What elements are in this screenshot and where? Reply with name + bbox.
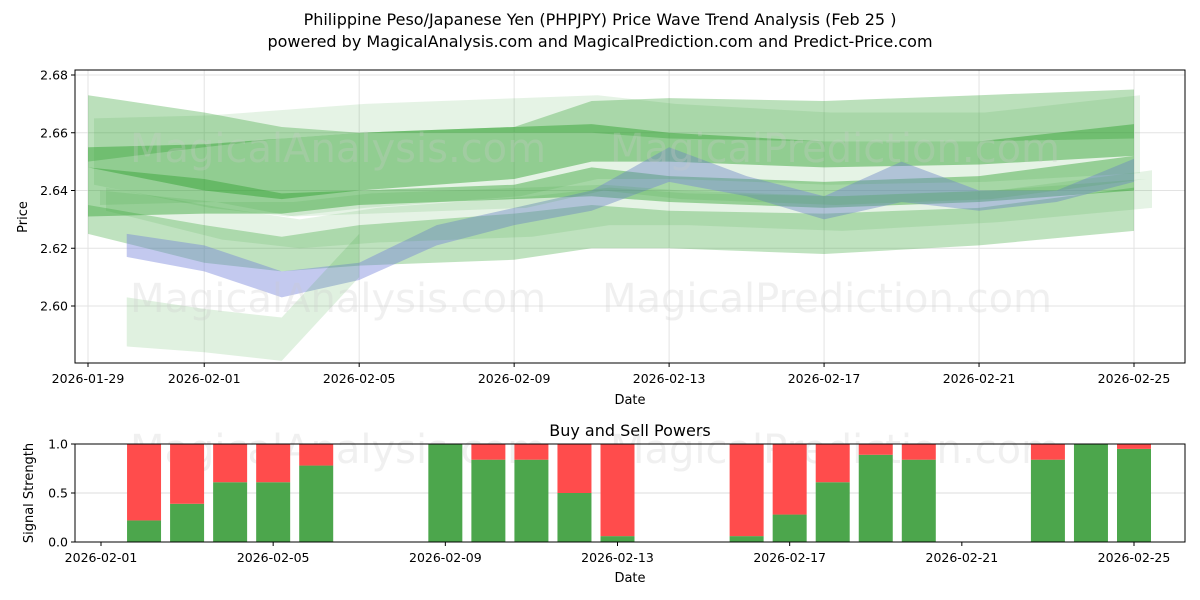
x-tick-label: 2026-02-25 <box>1098 550 1171 565</box>
y-tick-label: 0.0 <box>48 535 68 550</box>
signal-x-axis-label: Date <box>614 571 645 586</box>
wave-band-faint <box>100 178 1146 217</box>
buy-bar <box>815 482 850 542</box>
wave-band-green-band-middle <box>88 155 1134 217</box>
buy-bar <box>729 536 764 542</box>
buy-bar <box>170 503 205 542</box>
buy-bar <box>299 465 334 542</box>
price-wave-chart: MagicalAnalysis.com MagicalPrediction.co… <box>16 68 1186 408</box>
buy-sell-title: Buy and Sell Powers <box>549 421 711 440</box>
buy-bar <box>127 520 162 542</box>
signal-bars <box>127 444 1151 542</box>
wave-band-green-band-lower <box>88 187 1134 272</box>
y-tick-label: 2.68 <box>40 68 68 83</box>
price-y-axis: 2.60 2.62 2.64 2.66 2.68 <box>40 68 75 314</box>
sell-bar <box>514 444 549 460</box>
sell-bar <box>256 444 291 483</box>
y-tick-label: 2.64 <box>40 183 68 198</box>
x-tick-label: 2026-02-13 <box>581 550 654 565</box>
buy-bar <box>514 459 549 542</box>
x-tick-label: 2026-02-05 <box>237 550 310 565</box>
signal-y-axis: 0.0 0.5 1.0 <box>48 437 75 550</box>
wave-band-green-band-main <box>88 124 1134 200</box>
price-x-axis-label: Date <box>614 393 645 408</box>
price-grid <box>75 70 1185 363</box>
y-tick-label: 1.0 <box>48 437 68 452</box>
wave-band-faint <box>94 95 1140 217</box>
sell-bar <box>299 444 334 466</box>
sell-bar <box>600 444 635 537</box>
price-x-axis: 2026-01-29 2026-02-01 2026-02-05 2026-02-09… <box>52 363 1171 386</box>
sell-bar <box>471 444 506 460</box>
price-y-axis-label: Price <box>16 201 31 233</box>
chart-subtitle: powered by MagicalAnalysis.com and Magic… <box>267 32 933 51</box>
y-tick-label: 2.62 <box>40 241 68 256</box>
sell-bar <box>557 444 592 493</box>
y-tick-label: 2.60 <box>40 299 68 314</box>
buy-bar <box>256 482 291 542</box>
watermark-text: MagicalPrediction.com <box>602 276 1052 322</box>
sell-bar <box>901 444 936 460</box>
x-tick-label: 2026-02-21 <box>926 550 999 565</box>
buy-bar <box>600 536 635 542</box>
x-tick-label: 2026-02-17 <box>753 550 826 565</box>
wave-band-green-band-faint-low <box>126 233 360 361</box>
sell-bar <box>815 444 850 483</box>
buy-bar <box>1073 444 1108 542</box>
x-tick-label: 2026-02-25 <box>1098 371 1171 386</box>
x-tick-label: 2026-02-09 <box>409 550 482 565</box>
chart-title: Philippine Peso/Japanese Yen (PHPJPY) Pr… <box>303 10 897 29</box>
watermark-text: MagicalPrediction.com <box>610 126 1060 172</box>
signal-x-axis: 2026-02-01 2026-02-05 2026-02-09 2026-02-13… <box>65 542 1171 565</box>
watermark-group-upper: MagicalAnalysis.com MagicalPrediction.co… <box>130 126 1060 322</box>
sell-bar <box>1030 444 1065 460</box>
watermark-text: MagicalAnalysis.com <box>130 126 546 172</box>
buy-bar <box>1030 459 1065 542</box>
buy-bar <box>428 444 463 542</box>
sell-bar <box>858 444 893 455</box>
x-tick-label: 2026-02-05 <box>323 371 396 386</box>
sell-bar <box>127 444 162 521</box>
x-tick-label: 2026-01-29 <box>52 371 125 386</box>
y-tick-label: 0.5 <box>48 486 68 501</box>
y-tick-label: 2.66 <box>40 125 68 140</box>
wave-band-blue-band-history <box>126 147 1135 298</box>
sell-bar <box>213 444 248 483</box>
x-tick-label: 2026-02-21 <box>943 371 1016 386</box>
watermark-text: MagicalAnalysis.com <box>130 276 546 322</box>
wave-band-green-band-upper <box>88 89 1134 162</box>
sell-bar <box>1117 444 1151 449</box>
buy-bar <box>1117 448 1151 542</box>
sell-bar <box>170 444 205 504</box>
x-tick-label: 2026-02-09 <box>478 371 551 386</box>
sell-bar <box>772 444 807 515</box>
buy-bar <box>557 493 592 542</box>
signal-y-axis-label: Signal Strength <box>22 443 37 543</box>
buy-bar <box>858 454 893 542</box>
x-tick-label: 2026-02-13 <box>633 371 706 386</box>
x-tick-label: 2026-02-01 <box>168 371 241 386</box>
wave-band-faint <box>106 170 1152 249</box>
x-tick-label: 2026-02-17 <box>788 371 861 386</box>
buy-bar <box>901 459 936 542</box>
buy-sell-chart: Buy and Sell Powers MagicalAnalysis.com … <box>22 421 1186 586</box>
sell-bar <box>729 444 764 537</box>
price-plot-frame <box>74 69 1186 364</box>
buy-bar <box>772 514 807 542</box>
wave-bands <box>88 89 1152 361</box>
buy-bar <box>213 482 248 542</box>
x-tick-label: 2026-02-01 <box>65 550 138 565</box>
buy-bar <box>471 459 506 542</box>
